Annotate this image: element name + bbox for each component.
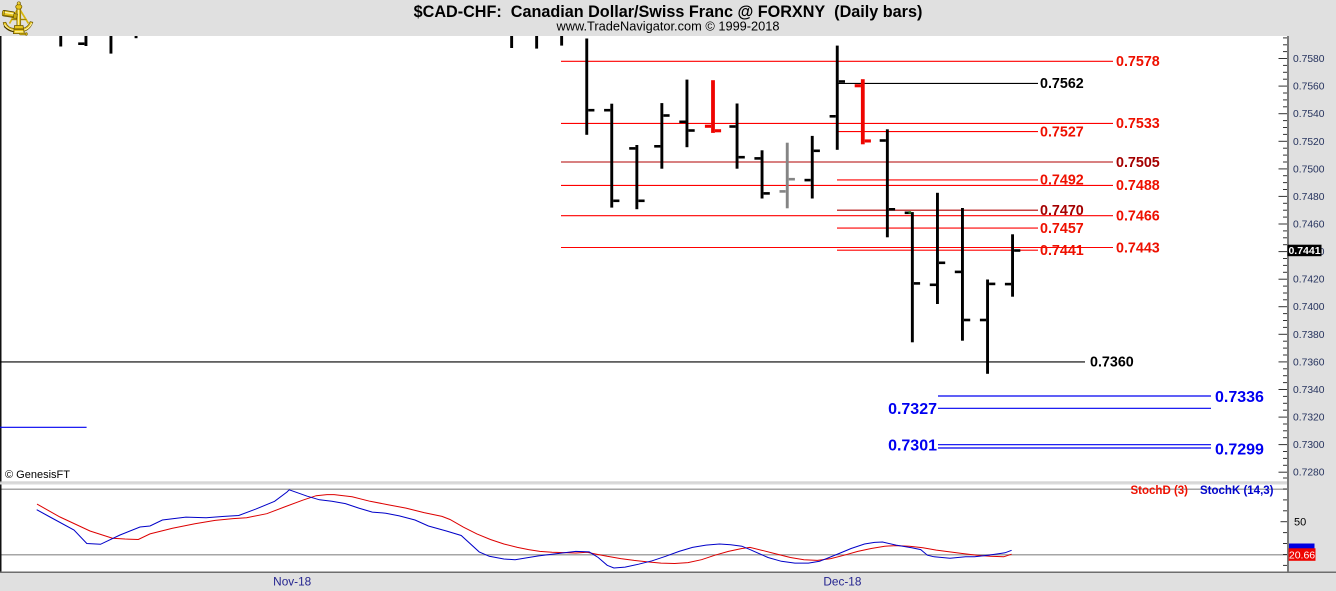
svg-text:0.7380: 0.7380 [1293, 330, 1325, 341]
svg-text:Nov-18: Nov-18 [273, 574, 311, 588]
svg-text:0.7562: 0.7562 [1040, 76, 1084, 92]
svg-text:0.7280: 0.7280 [1293, 468, 1325, 479]
svg-text:StochK (14,3): StochK (14,3) [1200, 485, 1274, 497]
svg-text:www.TradeNavigator.com © 1999-: www.TradeNavigator.com © 1999-2018 [555, 19, 779, 34]
svg-text:0.7340: 0.7340 [1293, 385, 1325, 396]
svg-text:0.7505: 0.7505 [1116, 155, 1160, 171]
svg-text:20.66: 20.66 [1289, 549, 1315, 561]
svg-text:0.7578: 0.7578 [1116, 54, 1160, 70]
svg-text:0.7533: 0.7533 [1116, 116, 1160, 132]
svg-text:0.7527: 0.7527 [1040, 124, 1084, 140]
svg-text:Dec-18: Dec-18 [823, 574, 861, 588]
svg-text:0.7360: 0.7360 [1293, 357, 1325, 368]
svg-text:0.7336: 0.7336 [1215, 389, 1264, 406]
svg-text:0.7320: 0.7320 [1293, 413, 1325, 424]
svg-text:0.7301: 0.7301 [888, 438, 937, 455]
svg-text:0.7300: 0.7300 [1293, 440, 1325, 451]
svg-text:0.7500: 0.7500 [1293, 164, 1325, 175]
svg-text:0.7360: 0.7360 [1090, 355, 1134, 371]
svg-text:0.7540: 0.7540 [1293, 109, 1325, 120]
svg-text:0.7420: 0.7420 [1293, 275, 1325, 286]
svg-text:0.7560: 0.7560 [1293, 82, 1325, 93]
svg-text:0.7480: 0.7480 [1293, 192, 1325, 203]
svg-text:0.7400: 0.7400 [1293, 302, 1325, 313]
svg-text:0.7441: 0.7441 [1040, 243, 1084, 259]
svg-text:0.7327: 0.7327 [888, 401, 937, 418]
svg-text:0.7443: 0.7443 [1116, 240, 1160, 256]
svg-text:0.7441: 0.7441 [1288, 245, 1320, 257]
svg-text:0.7466: 0.7466 [1116, 209, 1160, 225]
svg-text:0.7470: 0.7470 [1040, 203, 1084, 219]
svg-text:0.7460: 0.7460 [1293, 220, 1325, 231]
svg-text:0.7520: 0.7520 [1293, 137, 1325, 148]
svg-text:0.7457: 0.7457 [1040, 221, 1084, 237]
svg-text:0.7492: 0.7492 [1040, 173, 1084, 189]
svg-text:0.7488: 0.7488 [1116, 178, 1160, 194]
svg-text:$CAD-CHF: Canadian Dollar/Swi: $CAD-CHF: Canadian Dollar/Swiss Franc @ … [414, 3, 923, 21]
svg-text:StochD (3): StochD (3) [1131, 485, 1189, 497]
svg-text:© GenesisFT: © GenesisFT [5, 469, 70, 481]
svg-text:0.7580: 0.7580 [1293, 54, 1325, 65]
svg-text:50: 50 [1294, 517, 1306, 529]
svg-text:0.7299: 0.7299 [1215, 441, 1264, 458]
